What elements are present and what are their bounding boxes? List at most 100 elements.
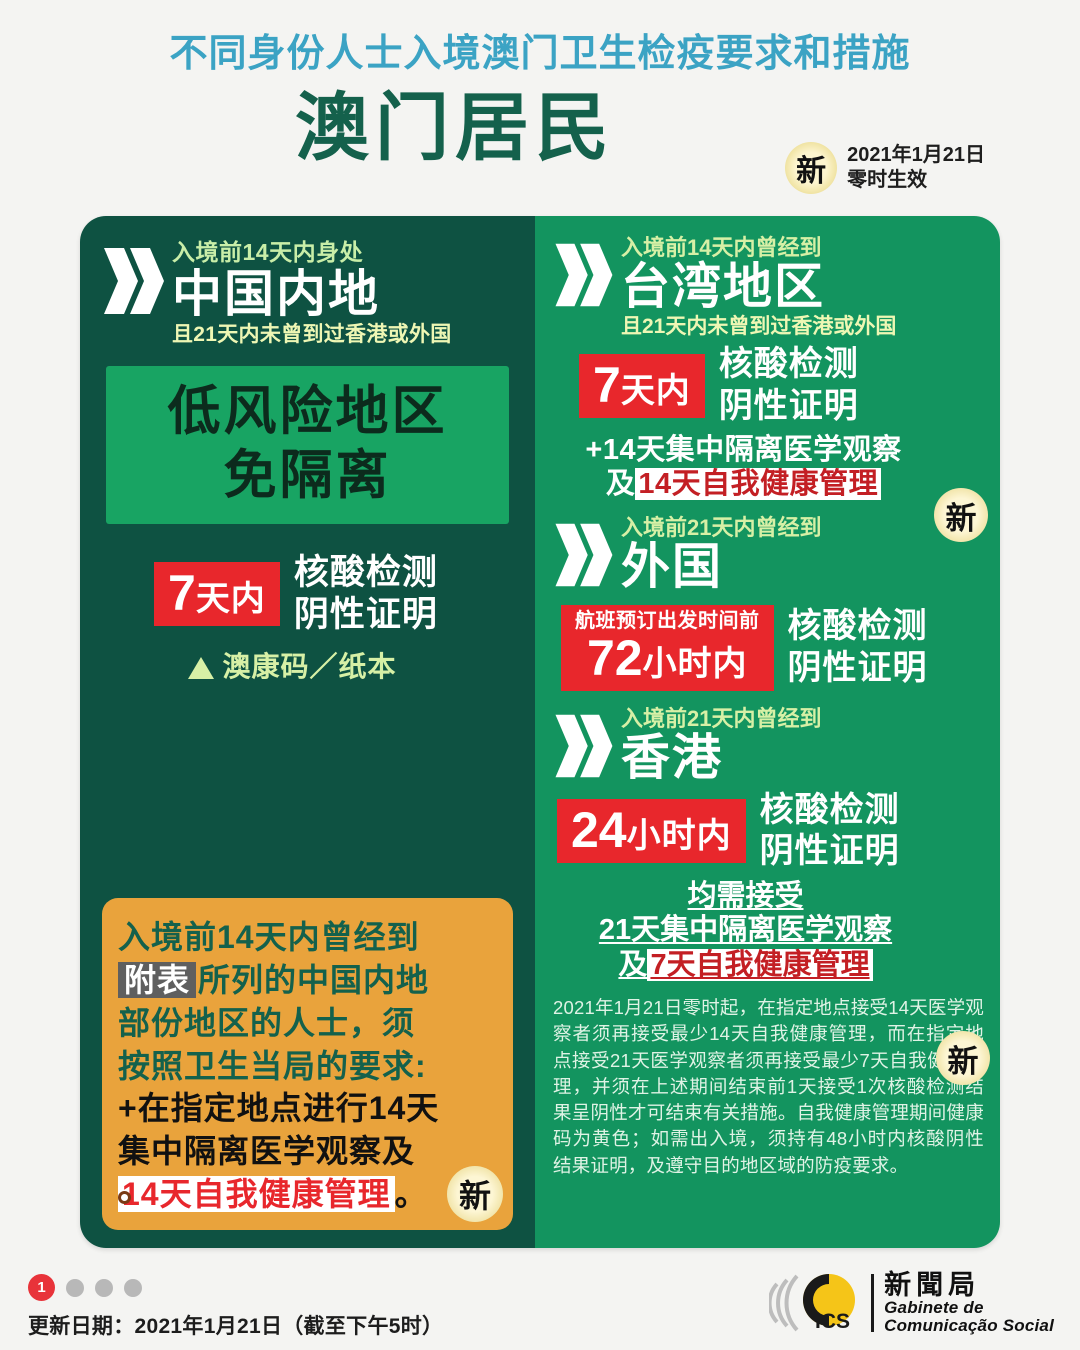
panel-mainland-china: 入境前14天内身处 中国内地 且21天内未曾到过香港或外国 低风险地区 免隔离 … [80, 216, 535, 1248]
mainland-kicker: 入境前14天内身处 [172, 239, 364, 265]
section-taiwan: 入境前14天内曾经到 台湾地区 且21天内未曾到过香港或外国 7天内 核酸检测 … [553, 234, 988, 542]
taiwan-pcr-line1: 核酸检测 [718, 345, 859, 384]
double-chevron-icon [555, 523, 613, 586]
mainland-tag-number: 7 [168, 565, 196, 622]
hongkong-title: 香港 [621, 730, 724, 785]
taiwan-extra-prefix: 及 [605, 468, 636, 501]
hongkong-pcr-requirement: 24小时内 核酸检测 阴性证明 [553, 790, 984, 873]
taiwan-note: 且21天内未曾到过香港或外国 [621, 315, 897, 339]
foreign-pcr-line2: 阴性证明 [787, 648, 928, 687]
hongkong-tag-unit: 小时内 [626, 817, 732, 856]
foreign-pcr-line1: 核酸检测 [787, 607, 928, 646]
taiwan-tag-unit: 天内 [620, 371, 691, 410]
mainland-pcr-line1: 核酸检测 [293, 552, 438, 592]
taiwan-kicker: 入境前14天内曾经到 [621, 235, 822, 260]
page-title: 澳门居民 [295, 85, 615, 169]
attachment-line7-highlight: 14天自我健康管理 [118, 1176, 395, 1213]
taiwan-extra-highlight: 14天自我健康管理 [635, 468, 882, 501]
gcs-logo: ICS 新聞局 Gabinete de Comunicação Social [769, 1266, 1054, 1340]
all-measures-text2: 21天集中隔离医学观察 [598, 914, 893, 947]
attachment-notice-text: 入境前14天内曾经到 附表 所列的中国内地 部份地区的人士，须 按照卫生当局的要求… [118, 916, 497, 1088]
hongkong-pcr-line2: 阴性证明 [759, 832, 900, 871]
all-measures-text1: 均需接受 [687, 879, 804, 912]
all-measures-line2: 21天集中隔离医学观察 [553, 913, 938, 948]
mainland-note: 且21天内未曾到过香港或外国 [172, 323, 452, 347]
hongkong-new-badge-icon: 新 [936, 1031, 990, 1085]
all-measures-prefix: 及 [618, 949, 648, 982]
all-measures-line1: 均需接受 [553, 879, 938, 914]
mainland-pcr-requirement: 7天内 核酸检测 阴性证明 [102, 552, 513, 637]
logo-portuguese-line1: Gabinete de [884, 1298, 984, 1318]
panel-other-origins: 入境前14天内曾经到 台湾地区 且21天内未曾到过香港或外国 7天内 核酸检测 … [535, 216, 1000, 1248]
taiwan-title: 台湾地区 [621, 260, 826, 315]
double-chevron-icon [555, 714, 613, 777]
logo-portuguese-line2: Comunicação Social [884, 1316, 1054, 1336]
update-date-text: 更新日期：2021年1月21日（截至下午5时） [28, 1315, 444, 1338]
double-chevron-icon [555, 243, 613, 307]
footer: 1 更新日期：2021年1月21日（截至下午5时） ICS 新聞局 Gabine… [0, 1256, 1080, 1350]
mainland-heading: 入境前14天内身处 中国内地 且21天内未曾到过香港或外国 [102, 238, 513, 346]
page-indicator[interactable]: 1 [28, 1274, 142, 1301]
attachment-notice-box: 入境前14天内曾经到 附表 所列的中国内地 部份地区的人士，须 按照卫生当局的要求… [102, 897, 513, 1230]
hongkong-heading-text: 入境前21天内曾经到 香港 [621, 705, 821, 786]
taiwan-heading-text: 入境前14天内曾经到 台湾地区 且21天内未曾到过香港或外国 [621, 234, 896, 338]
foreign-tag-prefix: 航班预订出发时间前 [575, 609, 760, 632]
attachment-chip: 附表 [118, 961, 197, 998]
gcs-logo-icon: ICS [769, 1274, 856, 1333]
mainland-time-tag: 7天内 [154, 562, 280, 627]
attachment-line2: 所列的中国内地 [198, 961, 430, 998]
low-risk-line1: 低风险地区 [167, 382, 448, 442]
foreign-heading: 入境前21天内曾经到 外国 [553, 514, 984, 595]
effective-date-block: 新 2021年1月21日 零时生效 [785, 142, 985, 194]
effective-date-line2: 零时生效 [847, 169, 928, 191]
low-risk-line2: 免隔离 [223, 445, 392, 505]
double-chevron-icon [104, 248, 164, 314]
hongkong-all-measures: 均需接受 21天集中隔离医学观察 及 7天自我健康管理 [553, 879, 984, 983]
hongkong-heading: 入境前21天内曾经到 香港 [553, 705, 984, 786]
attachment-line6: 集中隔离医学观察及 [118, 1133, 416, 1170]
mainland-tag-unit: 天内 [195, 580, 266, 619]
taiwan-new-badge-icon: 新 [934, 488, 988, 542]
taiwan-time-tag: 7天内 [579, 353, 705, 418]
foreign-heading-text: 入境前21天内曾经到 外国 [621, 514, 821, 595]
svg-text:ICS: ICS [815, 1310, 850, 1333]
mainland-proof-text: 澳康码／纸本 [222, 650, 397, 682]
footnote-text: 2021年1月21日零时起，在指定地点接受14天医学观察者须再接受最少14天自我… [553, 996, 985, 1176]
taiwan-heading: 入境前14天内曾经到 台湾地区 且21天内未曾到过香港或外国 [553, 234, 984, 338]
section-foreign: 入境前21天内曾经到 外国 航班预订出发时间前 72小时内 核酸检测 阴性证明 [553, 514, 984, 691]
page-dot-4[interactable] [124, 1278, 142, 1297]
hongkong-tag-number: 24 [571, 802, 627, 859]
triangle-bullet-icon [188, 656, 215, 679]
mainland-title: 中国内地 [172, 266, 380, 323]
taiwan-pcr-requirement: 7天内 核酸检测 阴性证明 [553, 344, 984, 427]
all-measures-line3: 及 7天自我健康管理 [553, 948, 938, 983]
foreign-time-tag: 航班预订出发时间前 72小时内 [561, 604, 774, 691]
section-hongkong: 入境前21天内曾经到 香港 24小时内 核酸检测 阴性证明 均需接受 21天集中… [553, 705, 990, 1085]
hongkong-kicker: 入境前21天内曾经到 [621, 705, 822, 731]
taiwan-tag-number: 7 [593, 356, 621, 413]
foreign-pcr-requirement: 航班预订出发时间前 72小时内 核酸检测 阴性证明 [553, 604, 984, 691]
taiwan-extra-measures: +14天集中隔离医学观察 及 14天自我健康管理 [553, 433, 984, 501]
foreign-title: 外国 [621, 539, 724, 594]
new-badge-icon: 新 [785, 142, 838, 194]
all-measures-highlight: 7天自我健康管理 [647, 949, 873, 982]
logo-chinese-name: 新聞局 [884, 1269, 981, 1300]
attachment-line4: 按照卫生当局的要求: [118, 1047, 427, 1084]
logo-divider [871, 1274, 875, 1332]
hongkong-pcr-desc: 核酸检测 阴性证明 [760, 790, 900, 873]
foreign-kicker: 入境前21天内曾经到 [621, 514, 822, 540]
taiwan-extra-line1: +14天集中隔离医学观察 [585, 434, 902, 467]
header: 不同身份人士入境澳门卫生检疫要求和措施 澳门居民 新 2021年1月21日 零时… [0, 0, 1080, 194]
attachment-line8: 。 [394, 1176, 428, 1213]
hongkong-time-tag: 24小时内 [557, 799, 746, 864]
attachment-line3: 部份地区的人士，须 [118, 1004, 416, 1041]
page-dot-1[interactable]: 1 [28, 1274, 55, 1301]
mainland-pcr-desc: 核酸检测 阴性证明 [294, 552, 438, 637]
mainland-heading-text: 入境前14天内身处 中国内地 且21天内未曾到过香港或外国 [172, 238, 452, 346]
foreign-tag-number: 72 [586, 629, 643, 686]
orange-new-badge-icon: 新 [447, 1166, 503, 1222]
page-dot-3[interactable] [95, 1278, 113, 1297]
page-dot-2[interactable] [66, 1278, 84, 1297]
attachment-line1: 入境前14天内曾经到 [118, 918, 420, 955]
